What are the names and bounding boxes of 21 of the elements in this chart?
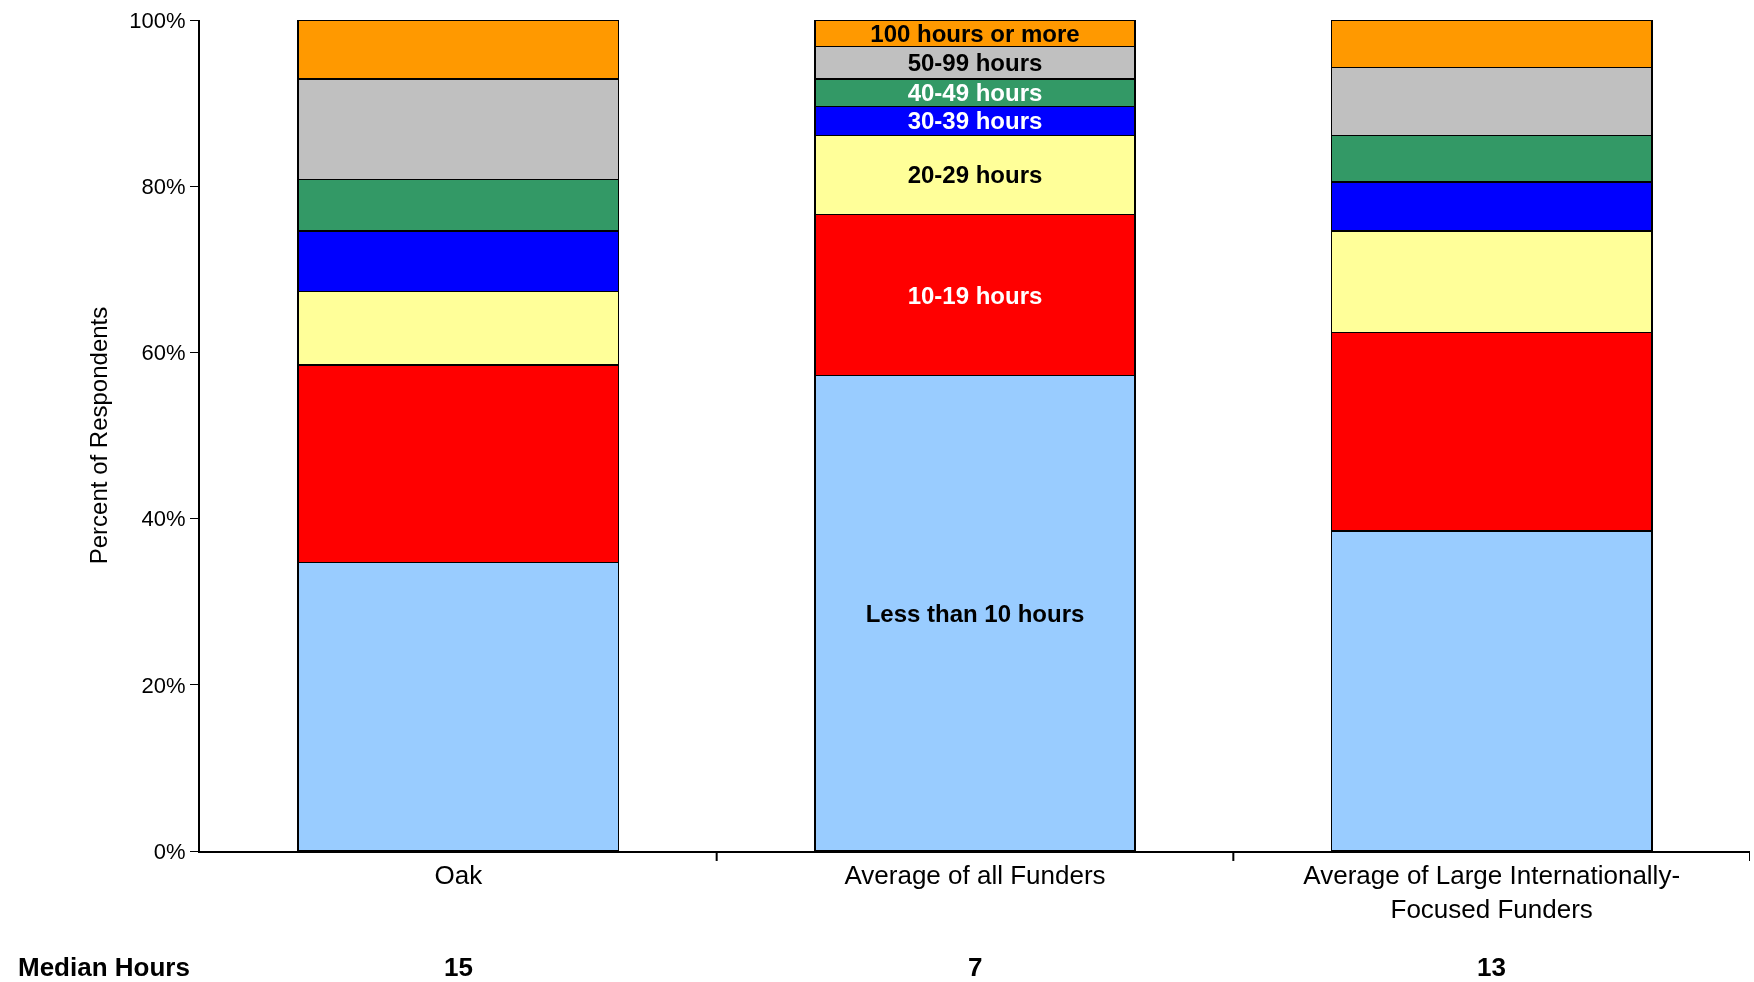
series-label: 100 hours or more bbox=[870, 19, 1080, 47]
y-tick-label: 100% bbox=[129, 7, 186, 33]
text: Median Hours bbox=[18, 952, 190, 982]
x-tick-label: Average of all Funders bbox=[844, 860, 1106, 891]
y-tick-label: 60% bbox=[141, 340, 186, 366]
y-tick-label: 80% bbox=[141, 173, 186, 199]
y-axis-title: Percent of Respondents bbox=[84, 306, 112, 565]
x-tick-label: Average of Large Internationally-Focused Funders bbox=[1303, 860, 1681, 924]
series-label: Less than 10 hours bbox=[865, 599, 1085, 627]
series-label: 20-29 hours bbox=[907, 161, 1043, 189]
text: 7 bbox=[968, 952, 983, 982]
series-label: 10-19 hours bbox=[907, 281, 1043, 309]
text: 15 bbox=[444, 952, 473, 982]
y-tick-label: 40% bbox=[141, 506, 186, 532]
x-tick-label: Oak bbox=[434, 860, 484, 891]
series-label: 30-39 hours bbox=[907, 107, 1043, 135]
series-label: 50-99 hours bbox=[907, 49, 1043, 77]
y-tick-label: 20% bbox=[141, 672, 186, 698]
series-label: 40-49 hours bbox=[907, 79, 1043, 107]
y-tick-label: 0% bbox=[153, 838, 186, 864]
text: 13 bbox=[1477, 952, 1506, 982]
